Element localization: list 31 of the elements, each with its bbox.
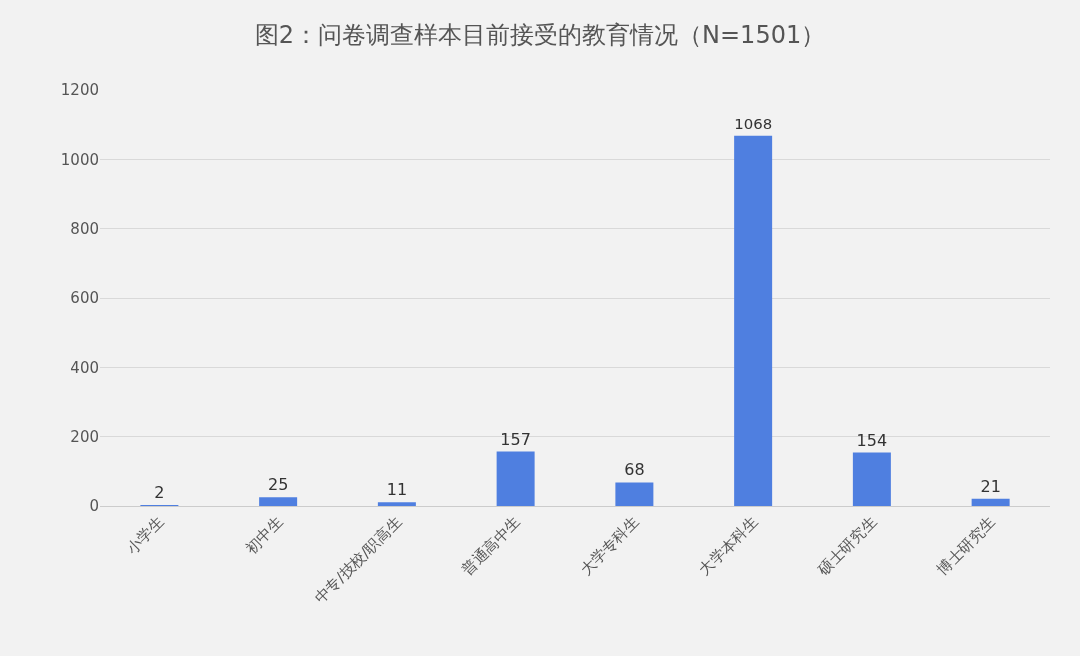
bar: [377, 502, 416, 506]
y-tick-label: 800: [70, 219, 99, 238]
data-label: 68: [624, 460, 645, 480]
x-tick-label: 大学专科生: [576, 512, 643, 579]
data-label: 1068: [734, 115, 773, 134]
x-tick-label: 小学生: [122, 512, 168, 558]
bar: [615, 482, 654, 506]
data-label: 157: [500, 429, 531, 449]
x-tick-label: 博士研究生: [933, 512, 999, 579]
x-tick-label: 硕士研究生: [813, 512, 881, 580]
data-label: 154: [856, 430, 888, 450]
bar: [734, 135, 773, 506]
bar: [496, 451, 535, 506]
bar: [971, 498, 1010, 506]
y-tick-label: 1200: [60, 81, 99, 100]
data-label: 21: [980, 476, 1001, 496]
y-tick-label: 0: [89, 497, 99, 516]
y-tick-label: 400: [70, 358, 99, 377]
data-label: 2: [154, 483, 165, 502]
x-tick-label: 中专/技校/职高生: [310, 512, 406, 608]
bar: [852, 452, 891, 506]
y-tick-label: 600: [70, 289, 99, 308]
data-label: 25: [267, 475, 289, 495]
y-tick-label: 200: [70, 427, 99, 446]
y-tick-label: 1000: [60, 150, 99, 169]
x-tick-label: 普通高中生: [458, 512, 524, 579]
bar: [259, 497, 298, 506]
chart-title: 图2：问卷调查样本目前接受的教育情况（N=1501）: [254, 21, 826, 50]
data-label: 11: [386, 480, 408, 500]
x-tick-label: 大学本科生: [695, 512, 762, 579]
x-tick-label: 初中生: [241, 512, 287, 558]
